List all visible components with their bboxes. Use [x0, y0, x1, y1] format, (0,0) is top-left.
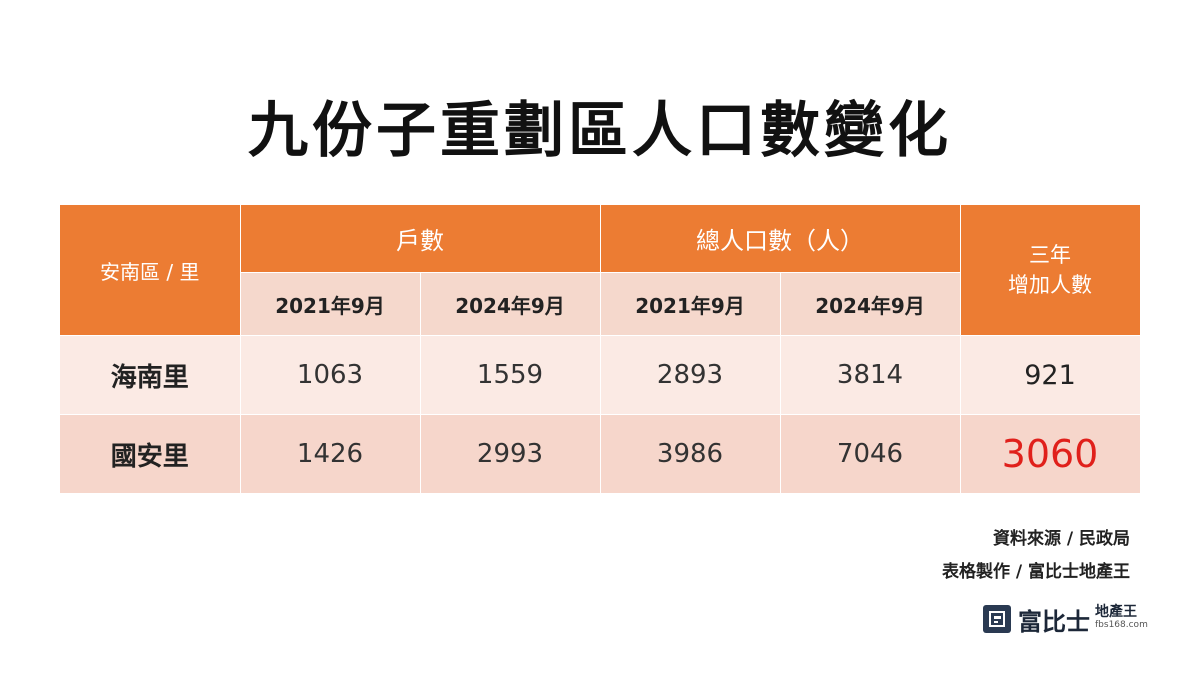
logo-url: fbs168.com [1095, 620, 1148, 630]
row-name: 海南里 [60, 335, 241, 415]
page-title: 九份子重劃區人口數變化 [248, 96, 952, 166]
cell-increase: 921 [960, 335, 1141, 415]
footnotes: 資料來源 / 民政局 表格製作 / 富比士地產王 [942, 523, 1130, 589]
cell-increase-highlight: 3060 [960, 414, 1141, 494]
source-note: 資料來源 / 民政局 [992, 529, 1130, 549]
cell-hh-2024: 1559 [420, 335, 601, 415]
table-row: 國安里 1426 2993 3986 7046 3060 [60, 414, 1141, 494]
subheader-hh-2021: 2021年9月 [240, 272, 421, 336]
district-header: 安南區 / 里 [60, 205, 241, 336]
subheader-pop-2024: 2024年9月 [780, 272, 961, 336]
increase-header-line1: 三年 [1029, 243, 1071, 267]
increase-header-line2: 增加人數 [1008, 273, 1092, 297]
cell-hh-2021: 1426 [240, 414, 421, 494]
table-row: 海南里 1063 1559 2893 3814 921 [60, 335, 1141, 415]
brand-logo: 富比士 地產王 fbs168.com [983, 602, 1148, 636]
cell-pop-2021: 2893 [600, 335, 781, 415]
cell-pop-2024: 7046 [780, 414, 961, 494]
logo-sub-text: 地產王 [1095, 604, 1137, 620]
cell-pop-2024: 3814 [780, 335, 961, 415]
maker-note: 表格製作 / 富比士地產王 [941, 562, 1130, 582]
logo-brand-text: 富比士 [1018, 606, 1090, 636]
cell-pop-2021: 3986 [600, 414, 781, 494]
subheader-pop-2021: 2021年9月 [600, 272, 781, 336]
cell-hh-2024: 2993 [420, 414, 601, 494]
row-name: 國安里 [60, 414, 241, 494]
population-table: 安南區 / 里 戶數 總人口數（人） 三年 增加人數 2021年9月 2024年… [60, 205, 1141, 494]
cell-hh-2021: 1063 [240, 335, 421, 415]
households-header: 戶數 [240, 205, 601, 273]
increase-header: 三年 增加人數 [960, 205, 1141, 336]
population-header: 總人口數（人） [600, 205, 961, 273]
subheader-hh-2024: 2024年9月 [420, 272, 601, 336]
logo-mark-icon [983, 605, 1011, 633]
